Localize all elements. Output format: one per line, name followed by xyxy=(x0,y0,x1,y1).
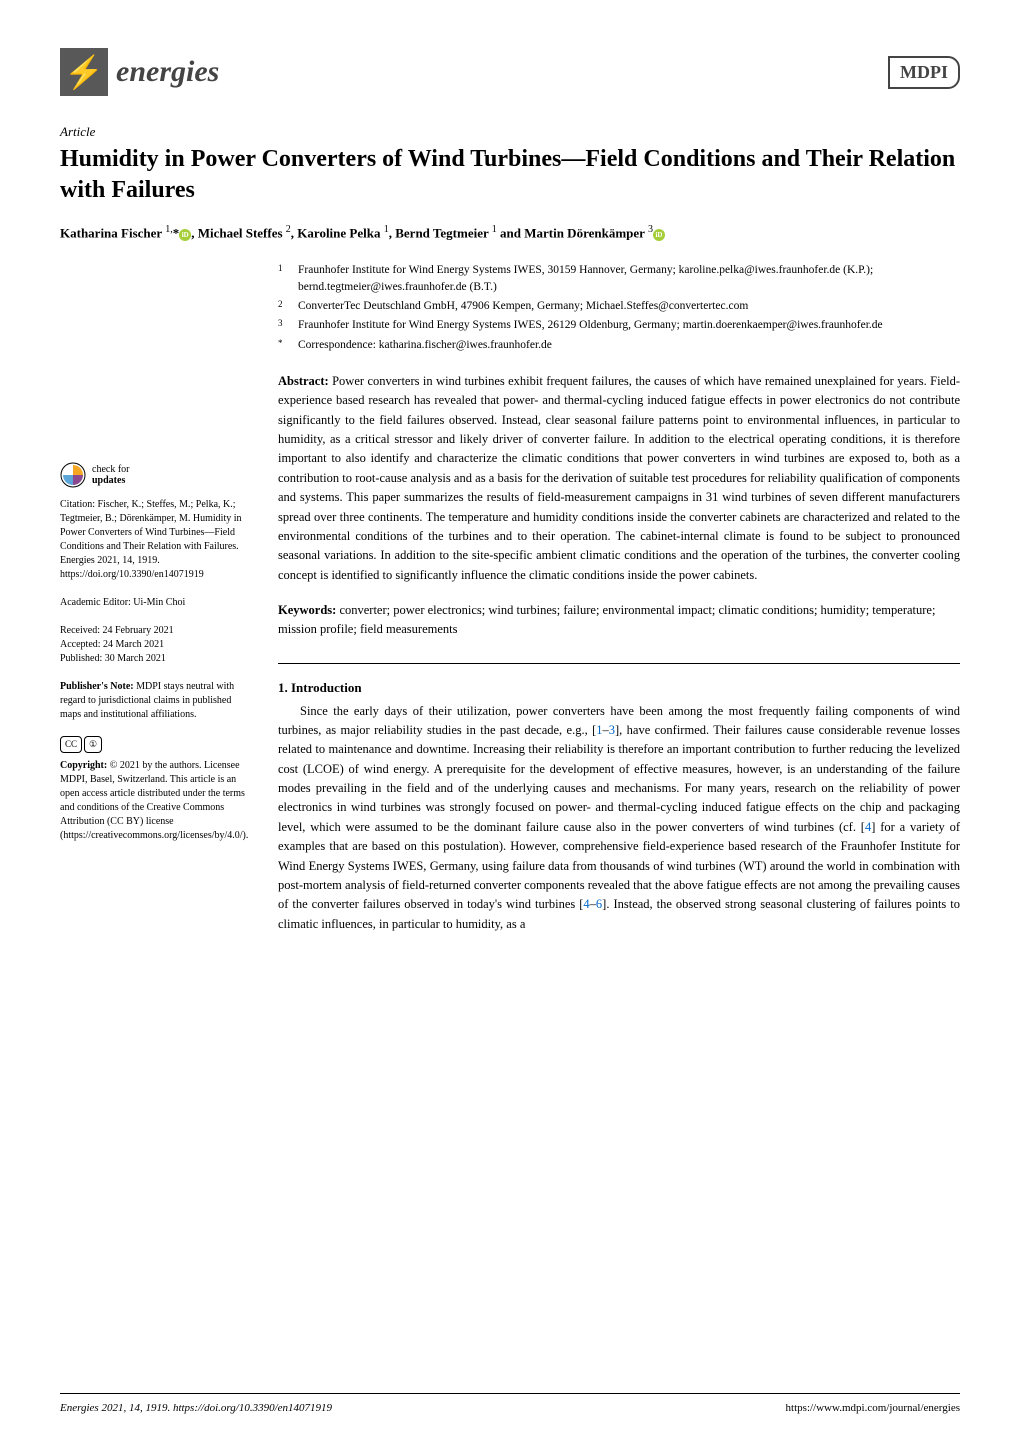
keywords: Keywords: converter; power electronics; … xyxy=(278,601,960,639)
section-heading: 1. Introduction xyxy=(278,680,960,696)
keywords-text: converter; power electronics; wind turbi… xyxy=(278,603,935,636)
intro-text-c: ], have confirmed. Their failures cause … xyxy=(278,723,960,834)
section-divider xyxy=(278,663,960,664)
cc-license-badge[interactable]: CC ① xyxy=(60,736,250,753)
accepted-date: Accepted: 24 March 2021 xyxy=(60,638,250,652)
abstract-text: Power converters in wind turbines exhibi… xyxy=(278,374,960,582)
publisher-note: Publisher's Note: MDPI stays neutral wit… xyxy=(60,680,250,722)
authors: Katharina Fischer 1,*, Michael Steffes 2… xyxy=(60,224,960,241)
introduction-paragraph: Since the early days of their utilizatio… xyxy=(278,702,960,935)
check-updates-icon xyxy=(60,462,86,488)
lightning-icon xyxy=(60,48,108,96)
check-line2: updates xyxy=(92,475,129,486)
publisher-logo: MDPI xyxy=(888,56,960,89)
affiliation-2: ConverterTec Deutschland GmbH, 47906 Kem… xyxy=(298,298,748,315)
orcid-icon[interactable] xyxy=(179,229,191,241)
abstract-label: Abstract: xyxy=(278,374,329,388)
by-icon: ① xyxy=(84,736,102,753)
main-content: 1Fraunhofer Institute for Wind Energy Sy… xyxy=(278,262,960,934)
check-line1: check for xyxy=(92,464,129,475)
copyright-block: Copyright: © 2021 by the authors. Licens… xyxy=(60,759,250,843)
sidebar: check for updates Citation: Fischer, K.;… xyxy=(60,262,250,934)
check-updates-badge[interactable]: check for updates xyxy=(60,462,250,488)
published-date: Published: 30 March 2021 xyxy=(60,652,250,666)
orcid-icon[interactable] xyxy=(653,229,665,241)
check-updates-text: check for updates xyxy=(92,464,129,486)
affiliation-3: Fraunhofer Institute for Wind Energy Sys… xyxy=(298,317,883,334)
keywords-label: Keywords: xyxy=(278,603,336,617)
editor-block: Academic Editor: Ui-Min Choi xyxy=(60,596,250,610)
affiliation-1: Fraunhofer Institute for Wind Energy Sys… xyxy=(298,262,960,297)
abstract: Abstract: Power converters in wind turbi… xyxy=(278,372,960,585)
cc-icon: CC xyxy=(60,736,82,753)
header: energies MDPI xyxy=(60,48,960,96)
article-type: Article xyxy=(60,124,960,140)
footer-url[interactable]: https://www.mdpi.com/journal/energies xyxy=(786,1402,960,1414)
journal-name: energies xyxy=(116,55,219,89)
citation-block: Citation: Fischer, K.; Steffes, M.; Pelk… xyxy=(60,498,250,582)
footer-citation: Energies 2021, 14, 1919. https://doi.org… xyxy=(60,1402,332,1414)
footer: Energies 2021, 14, 1919. https://doi.org… xyxy=(60,1393,960,1414)
received-date: Received: 24 February 2021 xyxy=(60,624,250,638)
affiliations: 1Fraunhofer Institute for Wind Energy Sy… xyxy=(278,262,960,354)
journal-logo: energies xyxy=(60,48,219,96)
dates-block: Received: 24 February 2021 Accepted: 24 … xyxy=(60,624,250,666)
correspondence: Correspondence: katharina.fischer@iwes.f… xyxy=(298,337,552,354)
article-title: Humidity in Power Converters of Wind Tur… xyxy=(60,144,960,206)
